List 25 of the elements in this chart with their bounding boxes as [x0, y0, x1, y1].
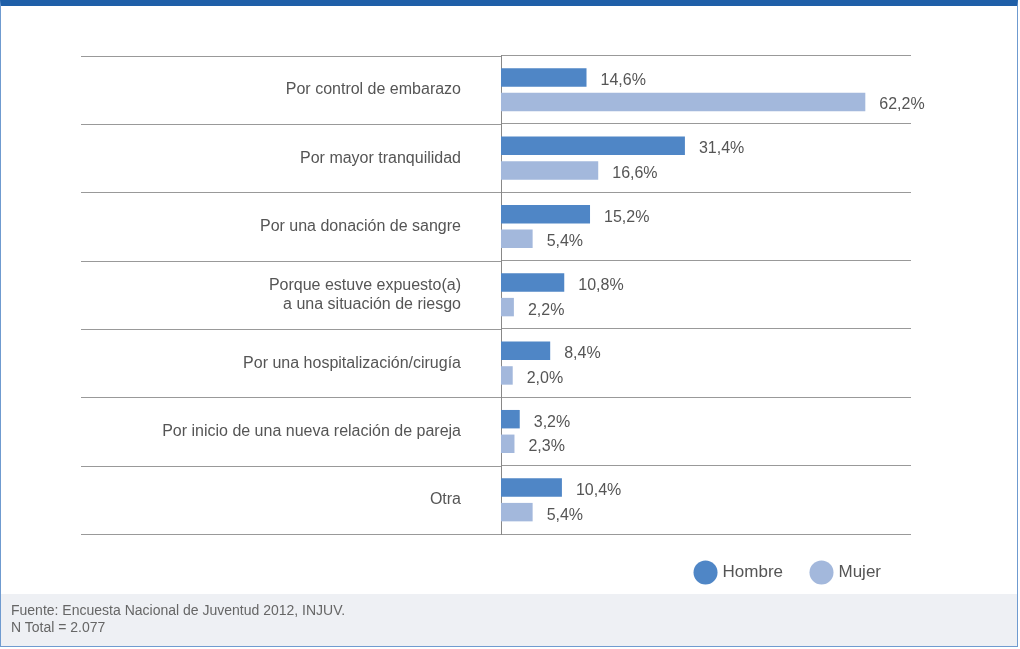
data-label: 14,6% [600, 70, 646, 88]
data-label: 31,4% [698, 139, 745, 157]
y-tick-label: Por una donación de sangre [259, 216, 462, 234]
y-tick-label: Por una hospitalización/cirugía [243, 353, 462, 371]
legend-label: Mujer [838, 562, 882, 582]
data-label: 2,0% [526, 368, 564, 386]
source-note: Fuente: Encuesta Nacional de Juventud 2012, INJUV. [11, 602, 347, 619]
data-label: 2,2% [527, 300, 565, 318]
legend-label: Hombre [722, 562, 783, 582]
data-label: 8,4% [564, 344, 601, 362]
data-label: 3,2% [533, 412, 571, 430]
y-tick-label: Por inicio de una nueva relación de pareja [162, 421, 462, 439]
data-label: 16,6% [612, 163, 658, 181]
data-label: 10,8% [578, 275, 624, 293]
y-tick-label: Por mayor tranquilidad [300, 148, 461, 166]
data-label: 62,2% [879, 95, 925, 113]
data-label: 2,3% [528, 437, 565, 455]
y-tick-label: Por control de embarazo [285, 80, 462, 98]
text: N Total = 2.077 [11, 619, 107, 636]
data-label: 5,4% [546, 505, 584, 523]
data-label: 15,2% [604, 207, 650, 225]
data-label: 10,4% [575, 480, 622, 498]
y-tick-label: Otra [429, 490, 462, 508]
data-label: 5,4% [546, 232, 584, 250]
y-tick-label: Porque estuve expuesto(a) a una situación de riesgo [268, 275, 462, 312]
